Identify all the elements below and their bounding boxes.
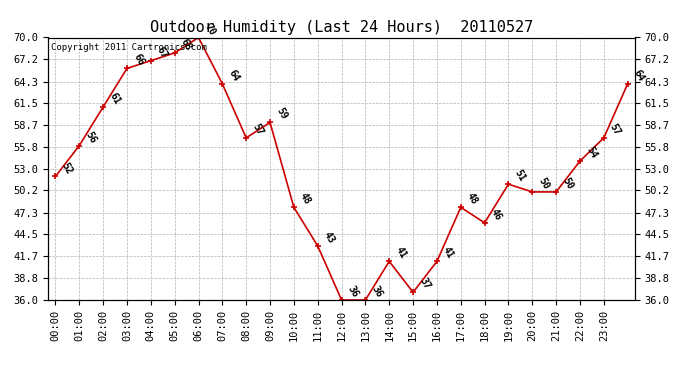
Text: 41: 41 — [441, 246, 455, 261]
Text: 48: 48 — [465, 191, 480, 207]
Text: 54: 54 — [584, 145, 599, 160]
Text: 64: 64 — [632, 68, 647, 83]
Text: 41: 41 — [393, 246, 408, 261]
Text: 50: 50 — [560, 176, 575, 191]
Title: Outdoor Humidity (Last 24 Hours)  20110527: Outdoor Humidity (Last 24 Hours) 2011052… — [150, 20, 533, 35]
Text: 43: 43 — [322, 230, 337, 245]
Text: 46: 46 — [489, 207, 503, 222]
Text: 64: 64 — [226, 68, 241, 83]
Text: 59: 59 — [274, 106, 288, 122]
Text: Copyright 2011 Cartronics.com: Copyright 2011 Cartronics.com — [51, 43, 207, 52]
Text: 56: 56 — [83, 130, 98, 145]
Text: 36: 36 — [346, 284, 360, 299]
Text: 68: 68 — [179, 37, 193, 52]
Text: 57: 57 — [250, 122, 265, 137]
Text: 48: 48 — [298, 191, 313, 207]
Text: 50: 50 — [536, 176, 551, 191]
Text: 70: 70 — [203, 21, 217, 37]
Text: 52: 52 — [59, 160, 74, 176]
Text: 36: 36 — [370, 284, 384, 299]
Text: 37: 37 — [417, 276, 432, 291]
Text: 66: 66 — [131, 53, 146, 68]
Text: 61: 61 — [108, 91, 122, 106]
Text: 51: 51 — [513, 168, 527, 183]
Text: 57: 57 — [608, 122, 622, 137]
Text: 67: 67 — [155, 45, 170, 60]
